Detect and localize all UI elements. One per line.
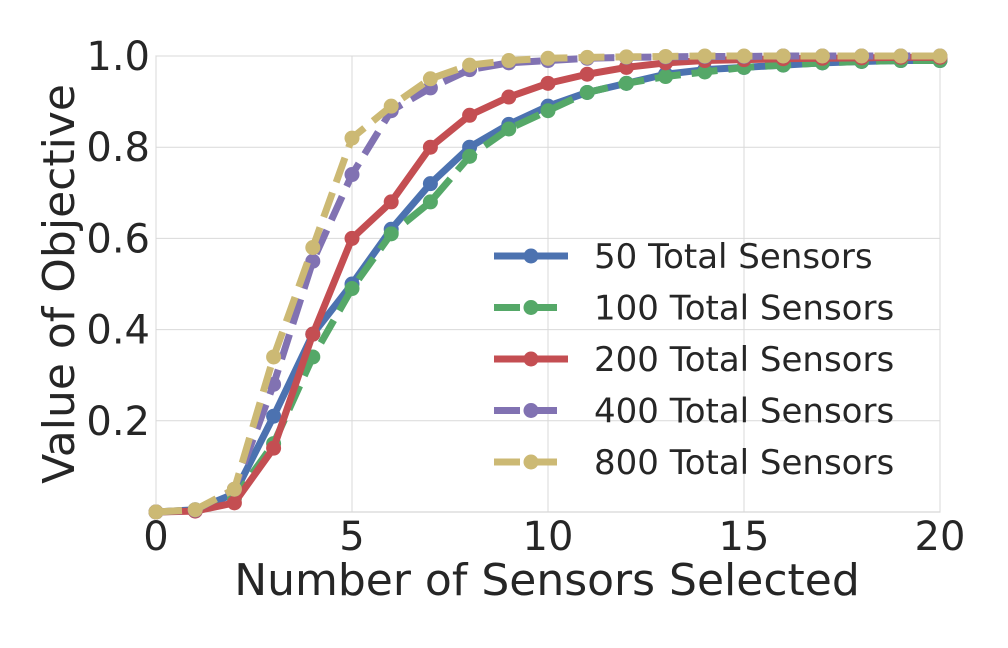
legend-entry: 100 Total Sensors (494, 289, 894, 329)
y-tick-label: 0.8 (86, 125, 150, 171)
y-axis-label: Value of Objective (34, 84, 85, 484)
data-point (658, 48, 674, 64)
data-point (148, 504, 164, 520)
data-point (775, 48, 791, 64)
data-point (266, 349, 282, 365)
data-point (462, 57, 478, 73)
legend-label: 100 Total Sensors (594, 289, 894, 329)
legend-label: 50 Total Sensors (594, 237, 873, 277)
data-point (383, 226, 399, 242)
data-point (383, 98, 399, 114)
data-point (697, 48, 713, 64)
legend: 50 Total Sensors 100 Total Sensors 200 Tot… (494, 237, 894, 483)
series-line (155, 52, 940, 516)
legend-entry: 400 Total Sensors (494, 392, 894, 432)
data-point (305, 326, 321, 342)
data-point (344, 281, 360, 297)
tick-labels: 0 5 10 15 20 0.2 0.4 0.6 0.8 1.0 (86, 34, 965, 560)
data-point (501, 53, 517, 69)
data-point (658, 69, 674, 85)
data-point (422, 139, 438, 155)
data-point (540, 75, 556, 91)
legend-marker (523, 300, 539, 315)
data-point (814, 48, 830, 64)
data-point (344, 130, 360, 146)
legend-marker (523, 248, 539, 264)
data-point (226, 495, 242, 511)
legend-label: 400 Total Sensors (594, 392, 894, 432)
legend-label: 200 Total Sensors (594, 340, 894, 380)
legend-label: 800 Total Sensors (594, 443, 894, 483)
x-tick-label: 0 (143, 514, 168, 560)
data-point (422, 176, 438, 192)
data-point (579, 66, 595, 82)
data-point (462, 148, 478, 164)
legend-marker (523, 454, 539, 470)
y-tick-label: 0.6 (86, 216, 150, 262)
data-point (697, 64, 713, 80)
x-axis-label: Number of Sensors Selected (234, 555, 860, 606)
data-point (618, 75, 634, 91)
data-point (226, 481, 242, 497)
data-point (344, 167, 360, 183)
data-point (501, 121, 517, 137)
data-point (501, 89, 517, 105)
x-tick-label: 20 (915, 514, 966, 560)
data-point (344, 230, 360, 246)
x-tick-label: 10 (523, 514, 574, 560)
data-point (266, 440, 282, 456)
y-tick-label: 1.0 (86, 34, 150, 80)
data-point (540, 50, 556, 66)
y-tick-label: 0.2 (86, 399, 150, 445)
data-point (540, 103, 556, 119)
x-tick-label: 15 (719, 514, 770, 560)
data-point (579, 49, 595, 65)
legend-entry: 800 Total Sensors (494, 443, 894, 483)
data-point (854, 48, 870, 64)
data-point (422, 71, 438, 87)
data-point (618, 49, 634, 65)
legend-marker (523, 403, 539, 418)
series-line (155, 57, 940, 516)
legend-entry: 50 Total Sensors (494, 237, 873, 277)
data-point (305, 240, 321, 256)
legend-marker (523, 351, 539, 367)
y-tick-label: 0.4 (86, 308, 150, 354)
data-point (187, 502, 203, 518)
series-5 (148, 48, 948, 520)
series-layer (148, 48, 948, 520)
data-point (579, 84, 595, 100)
data-point (383, 194, 399, 210)
data-point (462, 107, 478, 123)
data-point (266, 408, 282, 424)
x-tick-label: 5 (339, 514, 364, 560)
data-point (893, 48, 909, 64)
data-point (422, 194, 438, 210)
legend-entry: 200 Total Sensors (494, 340, 894, 380)
data-point (932, 48, 948, 64)
data-point (736, 48, 752, 64)
